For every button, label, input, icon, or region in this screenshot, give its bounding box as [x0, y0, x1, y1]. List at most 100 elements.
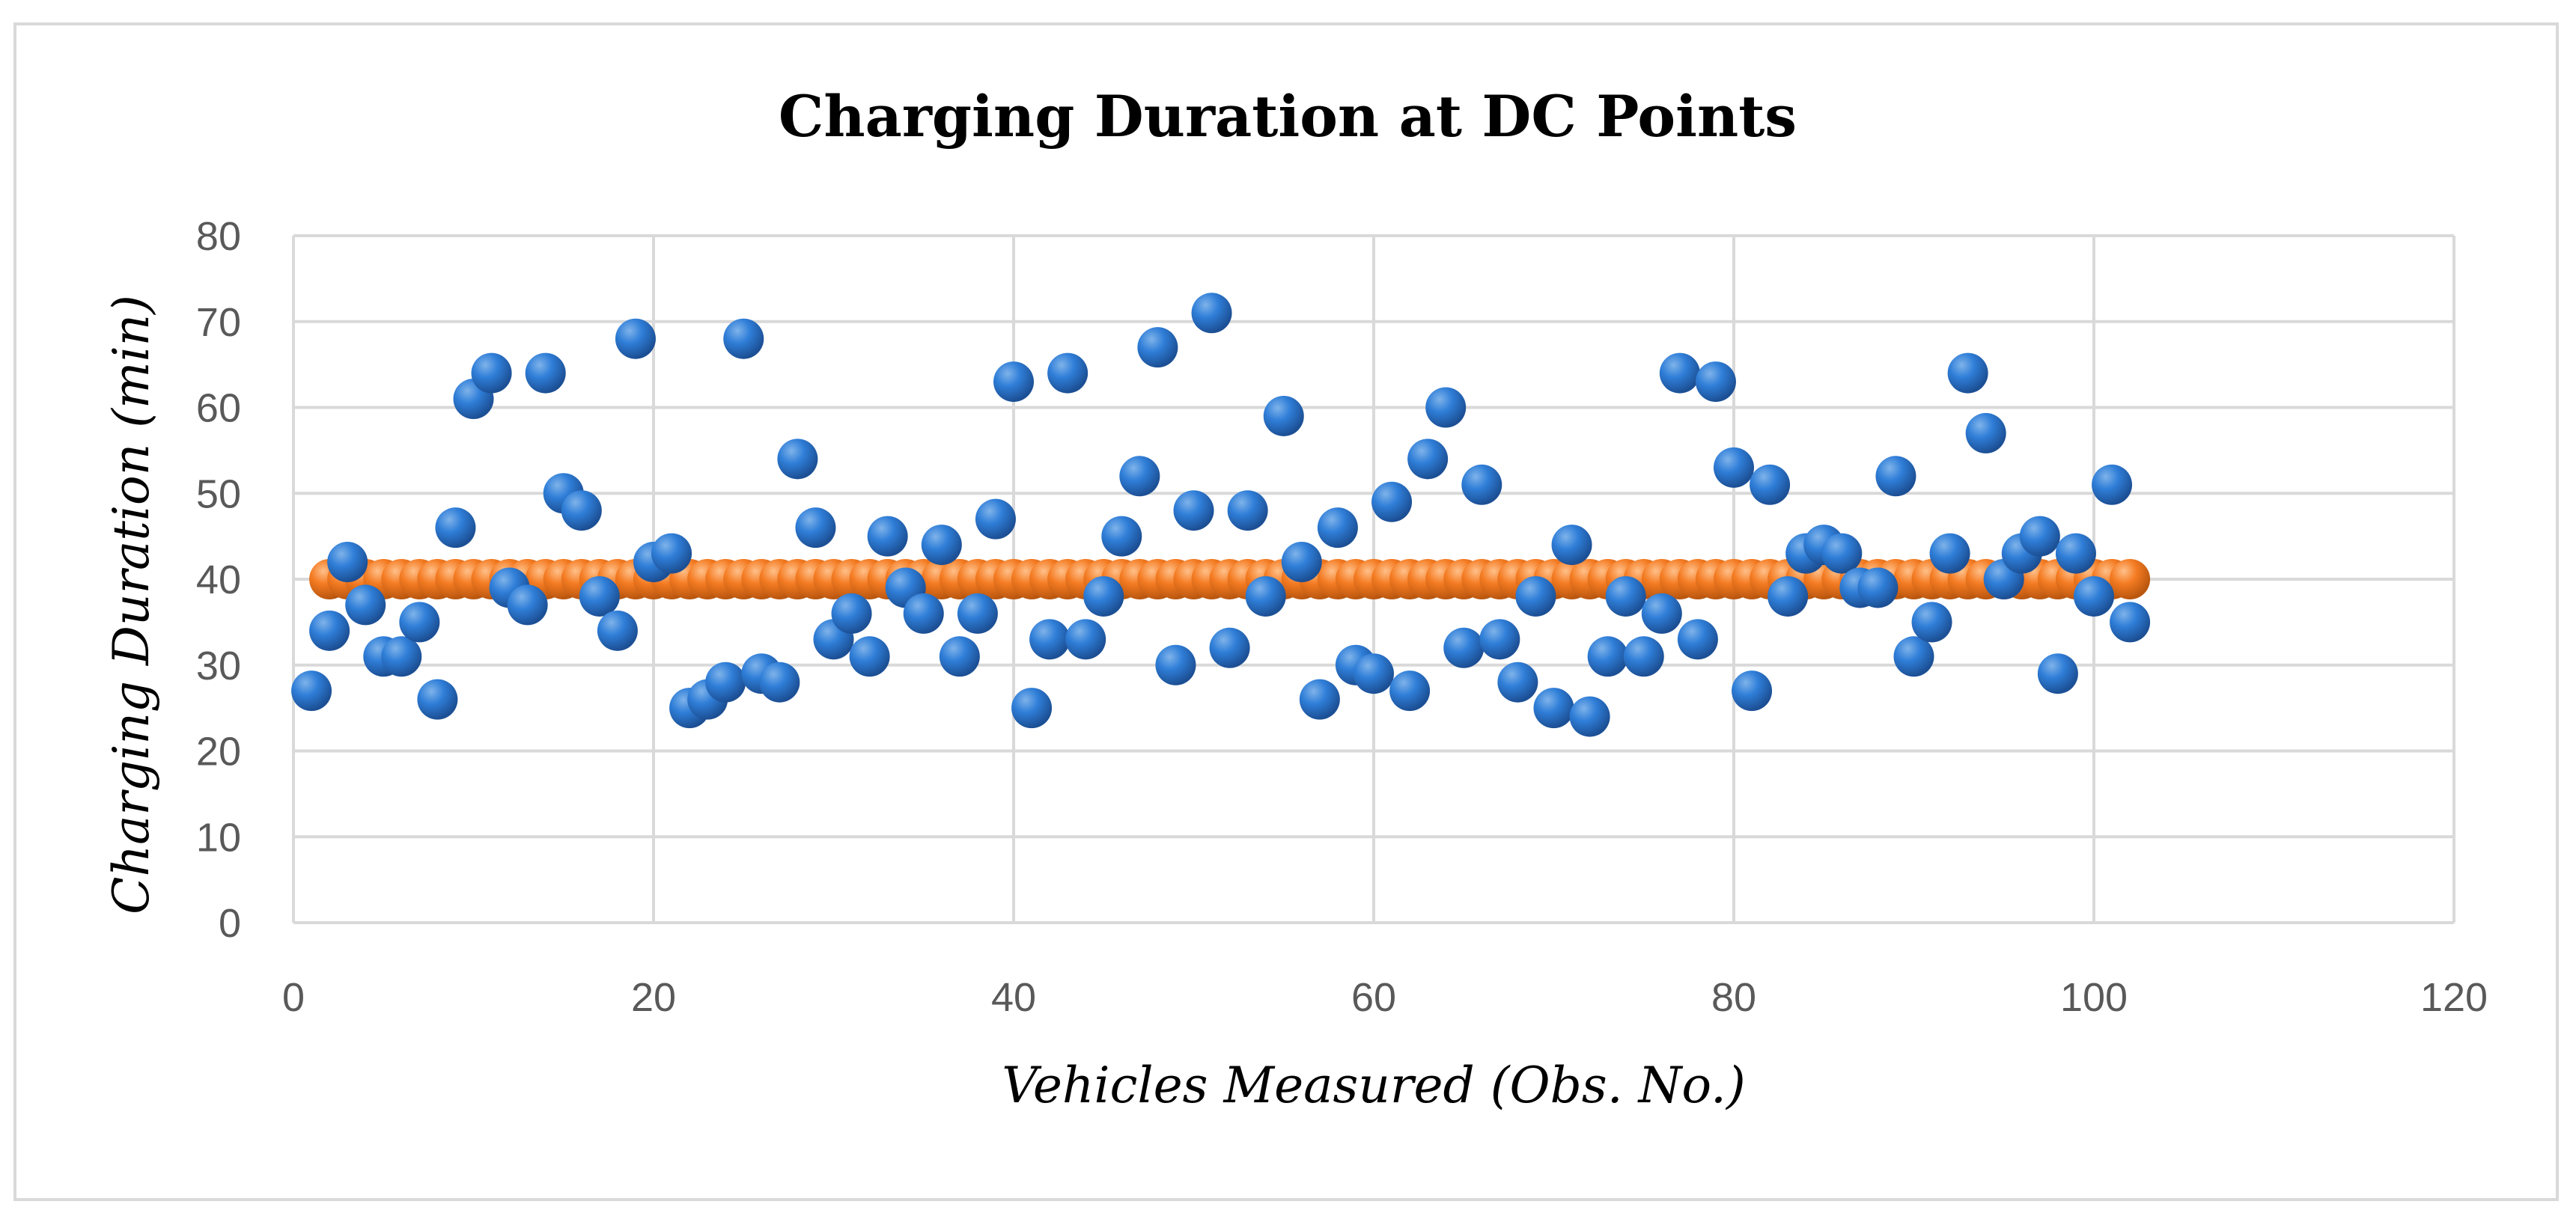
data-point: [1821, 533, 1863, 574]
data-point: [1425, 387, 1467, 428]
data-point: [759, 662, 800, 703]
data-point: [507, 584, 548, 626]
data-point: [2019, 516, 2060, 557]
data-point: [399, 602, 440, 643]
mean-point: [2110, 559, 2151, 599]
data-point: [435, 507, 476, 549]
x-tick-label: 80: [1711, 975, 1756, 1020]
data-point: [1947, 352, 1988, 394]
y-axis-title: Charging Duration (min): [103, 295, 160, 914]
chart-title: Charging Duration at DC Points: [779, 83, 1797, 150]
data-point: [1047, 352, 1088, 394]
data-point: [2055, 533, 2096, 574]
data-point: [1083, 575, 1124, 617]
data-point: [1893, 636, 1934, 677]
y-tick-label: 50: [196, 471, 241, 516]
data-point: [1011, 688, 1053, 729]
y-tick-label: 30: [196, 644, 241, 688]
data-point: [1245, 575, 1286, 617]
data-point: [561, 490, 602, 531]
data-point: [1659, 352, 1700, 394]
x-tick-labels: 0 20 40 60 80 100 120: [282, 975, 2488, 1020]
data-point: [849, 636, 890, 677]
y-tick-label: 70: [196, 300, 241, 345]
data-point: [867, 516, 908, 557]
data-point: [327, 542, 368, 583]
data-point: [1641, 593, 1682, 634]
y-tick-labels: 0 10 20 30 40 50 60 70 80: [196, 214, 241, 946]
data-point: [939, 636, 980, 677]
data-point: [1911, 602, 1952, 643]
data-point: [1623, 636, 1664, 677]
data-point: [1929, 533, 1970, 574]
data-point: [1227, 490, 1268, 531]
data-point: [579, 575, 620, 617]
data-point: [417, 679, 458, 720]
data-point: [1732, 670, 1773, 712]
data-point: [1605, 575, 1646, 617]
data-point: [831, 593, 872, 634]
data-point: [1263, 395, 1304, 436]
data-point: [471, 352, 512, 394]
data-point: [1173, 490, 1214, 531]
data-point: [975, 498, 1016, 540]
data-point: [903, 593, 944, 634]
data-point: [1191, 293, 1232, 334]
data-point: [597, 610, 638, 651]
data-point: [705, 662, 746, 703]
x-tick-label: 100: [2060, 975, 2128, 1020]
data-point: [1677, 619, 1718, 660]
data-point: [1101, 516, 1142, 557]
data-point: [2110, 602, 2151, 643]
x-tick-label: 120: [2420, 975, 2488, 1020]
data-point: [2092, 464, 2133, 505]
x-tick-label: 60: [1351, 975, 1396, 1020]
data-point: [291, 670, 332, 712]
data-point: [345, 584, 386, 626]
data-point: [993, 361, 1034, 403]
y-tick-label: 40: [196, 557, 241, 602]
data-point: [1479, 619, 1520, 660]
data-point: [957, 593, 998, 634]
data-point: [1551, 525, 1592, 566]
data-point: [777, 439, 818, 480]
data-point: [2074, 575, 2114, 617]
data-point: [1695, 361, 1736, 403]
y-tick-label: 10: [196, 815, 241, 860]
duration-series: [291, 293, 2151, 737]
y-tick-label: 20: [196, 730, 241, 775]
data-point: [1461, 464, 1502, 505]
data-point: [1965, 412, 2006, 453]
data-point: [1137, 327, 1178, 368]
data-point: [1587, 636, 1628, 677]
y-tick-label: 80: [196, 214, 241, 259]
y-tick-label: 60: [196, 386, 241, 431]
data-point: [1354, 653, 1394, 694]
x-axis-title: Vehicles Measured (Obs. No.): [1002, 1057, 1745, 1114]
data-point: [1443, 627, 1485, 668]
data-point: [1857, 567, 1898, 608]
data-point: [1389, 670, 1431, 712]
data-point: [1065, 619, 1106, 660]
data-point: [1299, 679, 1340, 720]
data-point: [723, 318, 764, 359]
data-point: [1750, 464, 1791, 505]
data-point: [1497, 662, 1538, 703]
data-point: [2037, 653, 2078, 694]
y-tick-label: 0: [219, 901, 241, 946]
data-point: [1317, 507, 1358, 549]
data-point: [615, 318, 656, 359]
data-point: [525, 352, 566, 394]
data-point: [1767, 575, 1809, 617]
data-point: [1119, 456, 1160, 497]
data-point: [1515, 575, 1556, 617]
data-point: [651, 533, 692, 574]
data-point: [381, 636, 422, 677]
data-point: [1209, 627, 1250, 668]
data-point: [795, 507, 836, 549]
x-tick-label: 20: [631, 975, 676, 1020]
x-tick-label: 0: [282, 975, 305, 1020]
data-point: [1029, 619, 1071, 660]
x-tick-label: 40: [991, 975, 1036, 1020]
